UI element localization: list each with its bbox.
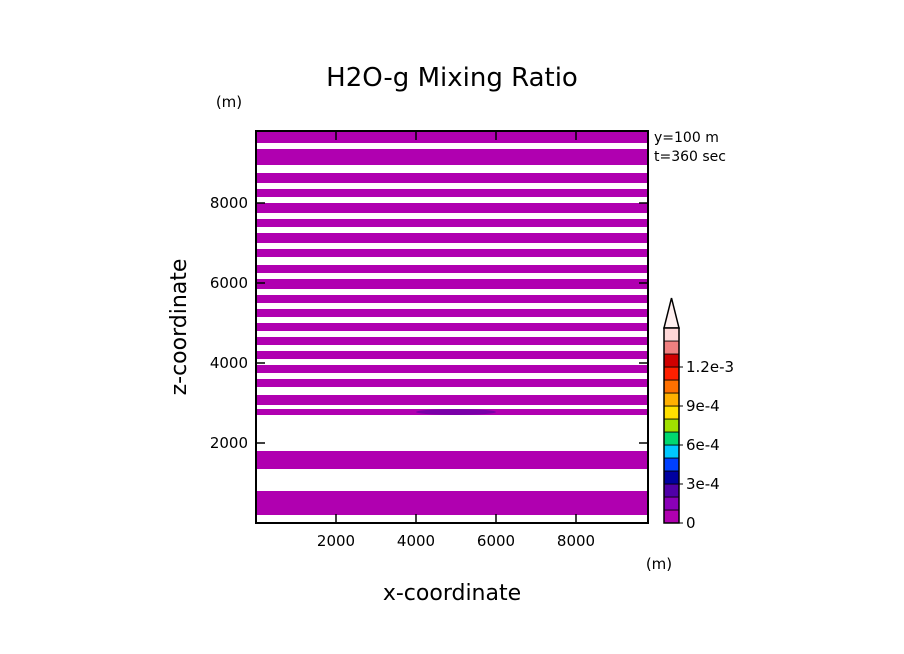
colorbar-cell [663, 340, 680, 355]
contour-band [256, 379, 648, 387]
colorbar-cell [663, 418, 680, 433]
x-unit-label: (m) [646, 555, 672, 573]
contour-band [256, 337, 648, 345]
colorbar-cells [663, 327, 680, 524]
info-line-y: y=100 m [654, 130, 719, 146]
x-tick-label: 4000 [397, 532, 435, 550]
contour-band [256, 233, 648, 243]
colorbar-cell [663, 509, 680, 524]
colorbar-frame [663, 327, 680, 524]
colorbar-cell [663, 457, 680, 472]
colorbar-cell [663, 353, 680, 368]
chart-title: H2O-g Mixing Ratio [326, 63, 578, 93]
y-tick-label: 8000 [210, 194, 248, 212]
y-axis-label: z-coordinate [167, 259, 192, 396]
y-unit-label: (m) [216, 93, 242, 111]
y-tick-labels: 2000 4000 6000 8000 [210, 194, 248, 452]
colorbar-cell [663, 483, 680, 498]
info-line-time: t=360 sec [654, 149, 726, 165]
colorbar-cell [663, 496, 680, 511]
colorbar: 0 3e-4 6e-4 9e-4 1.2e-3 [663, 297, 734, 532]
contour-band [256, 219, 648, 227]
contour-band [256, 351, 648, 359]
axis-ticks [256, 131, 648, 523]
contour-band [256, 395, 648, 405]
contour-band [256, 203, 648, 213]
colorbar-tick-label: 0 [686, 514, 696, 532]
contour-band [256, 295, 648, 303]
contour-core [416, 409, 496, 415]
contour-band [256, 249, 648, 257]
y-tick-label: 6000 [210, 274, 248, 292]
contour-band [256, 323, 648, 331]
colorbar-cell [663, 392, 680, 407]
colorbar-cell [663, 431, 680, 446]
contour-band [256, 149, 648, 165]
y-tick-label: 2000 [210, 434, 248, 452]
colorbar-cell [663, 366, 680, 381]
colorbar-cell [663, 444, 680, 459]
contour-band [256, 189, 648, 197]
colorbar-cell [663, 405, 680, 420]
contour-band [256, 173, 648, 183]
colorbar-cell [663, 379, 680, 394]
contour-band [256, 365, 648, 373]
contour-band [256, 491, 648, 515]
colorbar-cell [663, 327, 680, 342]
contour-band [256, 131, 648, 143]
x-tick-label: 8000 [557, 532, 595, 550]
plot-frame [255, 130, 649, 524]
plot-area [255, 130, 649, 524]
colorbar-tick-label: 6e-4 [686, 436, 720, 454]
colorbar-tick-label: 9e-4 [686, 397, 720, 415]
colorbar-labels: 0 3e-4 6e-4 9e-4 1.2e-3 [679, 358, 734, 532]
colorbar-tick-label: 3e-4 [686, 475, 720, 493]
x-tick-labels: 2000 4000 6000 8000 [317, 532, 595, 550]
colorbar-extend-arrow [663, 297, 680, 329]
contour-band [256, 279, 648, 289]
x-axis-label: x-coordinate [383, 581, 521, 606]
x-tick-label: 6000 [477, 532, 515, 550]
contour-band [256, 451, 648, 469]
y-tick-label: 4000 [210, 354, 248, 372]
contour-band [256, 265, 648, 273]
contour-band [256, 309, 648, 317]
colorbar-tick-label: 1.2e-3 [686, 358, 734, 376]
colorbar-cell [663, 470, 680, 485]
contour-bands [256, 131, 648, 515]
x-tick-label: 2000 [317, 532, 355, 550]
